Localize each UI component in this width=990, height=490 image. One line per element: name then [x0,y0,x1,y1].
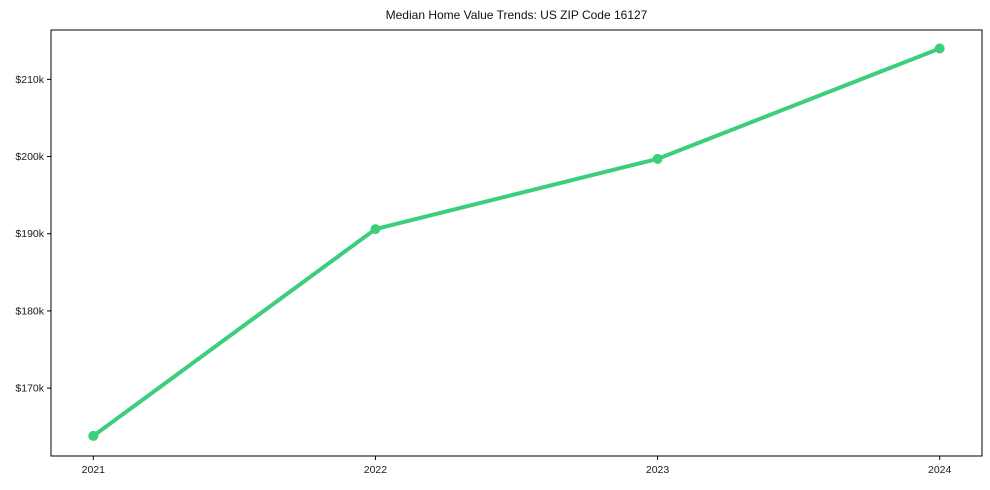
chart-title: Median Home Value Trends: US ZIP Code 16… [385,8,648,22]
x-tick-label: 2024 [928,464,952,476]
y-tick-label: $180k [15,305,44,317]
y-tick-label: $190k [15,228,44,240]
y-tick-label: $210k [15,74,44,86]
y-tick-label: $200k [15,151,44,163]
data-point-marker [88,430,99,441]
data-point-marker [370,224,381,235]
plot-frame [50,29,983,457]
y-tick-label: $170k [15,383,44,395]
x-tick-label: 2021 [82,464,106,476]
data-point-marker [934,43,945,54]
data-point-marker [652,153,663,164]
series-line [91,46,942,438]
x-tick-label: 2023 [646,464,670,476]
x-tick-label: 2022 [364,464,388,476]
